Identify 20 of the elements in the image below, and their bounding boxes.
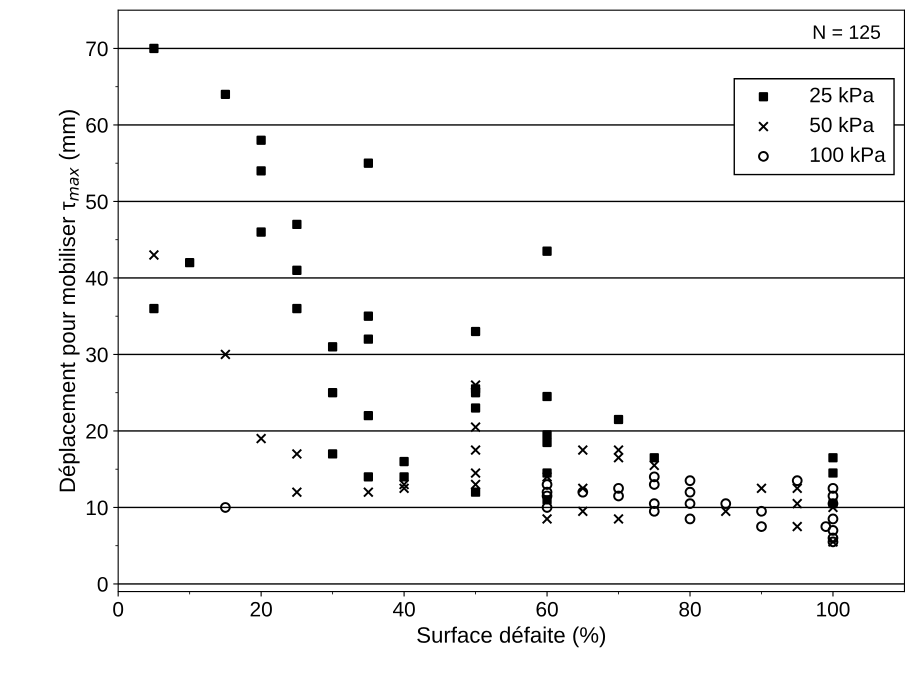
x-tick-label: 20 <box>250 602 272 617</box>
y-axis-title: Déplacement pour mobiliser τ$_{max}$ (mm) <box>58 110 80 492</box>
x-tick-label: 100 <box>817 602 850 617</box>
y-tick-label: 0 <box>98 576 108 592</box>
legend-label: 50 kPa <box>810 116 874 132</box>
x-tick-label: 80 <box>679 602 701 617</box>
y-tick-label: 60 <box>86 118 108 133</box>
y-tick-label: 40 <box>86 270 108 286</box>
y-tick-label: 20 <box>86 424 108 439</box>
y-tick-label: 10 <box>86 500 108 516</box>
x-tick-label: 60 <box>536 602 558 617</box>
y-tick-label: 70 <box>86 41 108 56</box>
y-tick-label: 30 <box>86 347 108 362</box>
legend-label: 25 kPa <box>810 87 874 102</box>
annotation: N = 125 <box>814 25 880 40</box>
y-tick-label: 50 <box>86 194 108 210</box>
x-tick-label: 40 <box>392 602 415 617</box>
x-axis-title: Surface défaite (%) <box>417 626 606 648</box>
x-tick-label: 0 <box>113 602 124 617</box>
legend-label: 100 kPa <box>810 146 886 162</box>
